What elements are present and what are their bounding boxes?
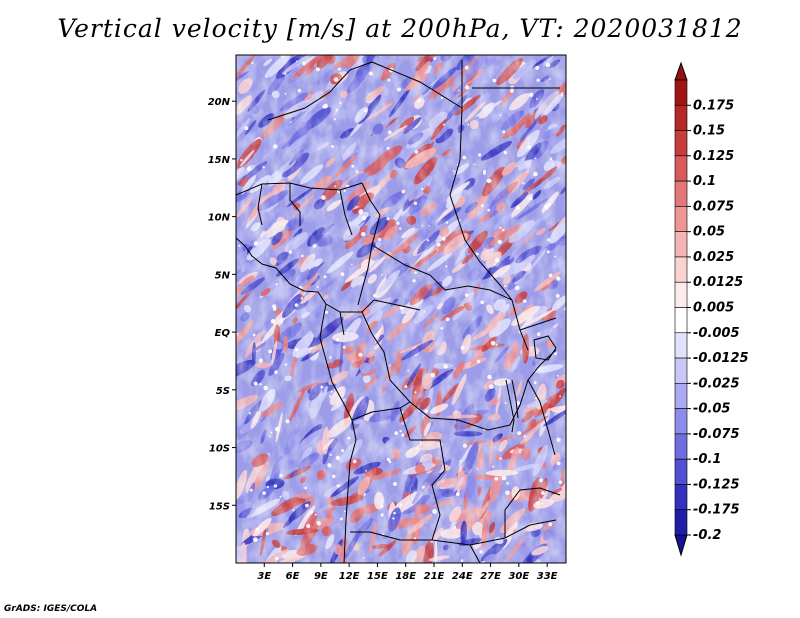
coastline-west	[236, 237, 357, 563]
lon-tick-label: 6E	[286, 571, 300, 582]
colorbar-label: 0.15	[693, 124, 725, 139]
longitude-axis: 3E 6E 9E 12E 15E 18E 21E 24E 27E 30E 33E	[257, 563, 558, 582]
noise-texture	[236, 55, 566, 563]
lat-tick-label: 15S	[209, 501, 230, 512]
colorbar-swatch	[674, 231, 688, 258]
lat-tick-label: 10N	[208, 213, 231, 224]
colorbar-swatch	[674, 307, 688, 334]
lon-tick-label: 24E	[452, 571, 473, 582]
lon-tick-label: 18E	[395, 571, 416, 582]
colorbar-swatch	[674, 433, 688, 460]
lake-victoria	[533, 335, 557, 361]
colorbar-label: 0.025	[693, 250, 734, 265]
colorbar-swatch	[674, 256, 688, 283]
colorbar-label: -0.075	[693, 427, 740, 442]
colorbar-swatch	[674, 383, 688, 409]
colorbar-label: 0.075	[693, 199, 734, 214]
colorbar-label: -0.05	[693, 402, 730, 417]
colorbar-swatch	[674, 458, 688, 485]
map-frame	[235, 54, 567, 564]
colorbar-swatch	[674, 104, 688, 131]
colorbar-label: -0.175	[693, 503, 740, 518]
lat-tick-label: 10S	[209, 444, 230, 455]
colorbar-swatch	[674, 357, 688, 384]
colorbar-label: 0.05	[693, 225, 725, 240]
chart-title: Vertical velocity [m/s] at 200hPa, VT: 2…	[57, 14, 743, 43]
lon-tick-label: 15E	[367, 571, 388, 582]
colorbar-label: -0.125	[693, 477, 740, 492]
colorbar-swatch	[674, 484, 688, 511]
lat-tick-label: 5S	[216, 386, 230, 397]
grads-credit: GrADS: IGES/COLA	[4, 604, 98, 614]
lon-tick-label: 21E	[424, 571, 445, 582]
colorbar-label: 0.0125	[693, 275, 743, 290]
colorbar-swatch	[674, 332, 688, 359]
colorbar-swatch	[674, 206, 688, 232]
border-lines-central	[325, 299, 557, 456]
colorbar-label: -0.1	[693, 452, 721, 467]
lat-tick-label: 5N	[215, 270, 231, 281]
colorbar-label: -0.0125	[693, 351, 749, 366]
country-borders	[236, 60, 561, 563]
lat-tick-label: EQ	[215, 328, 231, 339]
colorbar-swatch	[674, 180, 688, 207]
lat-tick-label: 15N	[208, 155, 231, 166]
colorbar-label: 0.175	[693, 98, 734, 113]
latitude-axis: 20N 15N 10N 5N EQ 5S 10S 15S	[208, 97, 236, 512]
colorbar-swatch	[674, 130, 688, 157]
colorbar-swatch	[674, 155, 688, 182]
border-lines-south	[350, 401, 561, 563]
colorbar-label: -0.005	[693, 326, 740, 341]
colorbar-label: -0.025	[693, 376, 740, 391]
colorbar-swatch	[674, 79, 688, 106]
lon-tick-label: 27E	[480, 571, 501, 582]
colorbar-swatch	[674, 408, 688, 435]
colorbar-label: 0.005	[693, 301, 734, 316]
lat-tick-label: 20N	[208, 97, 231, 108]
colorbar-swatch	[674, 281, 688, 308]
border-lines-north	[236, 60, 560, 306]
lon-tick-label: 3E	[257, 571, 271, 582]
colorbar-label: 0.125	[693, 149, 734, 164]
colorbar-label: 0.1	[693, 174, 716, 189]
colorbar: 0.175 0.15 0.125 0.1 0.075 0.05 0.025 0.0125 0.0…	[674, 61, 749, 557]
colorbar-bottom-cap	[674, 534, 688, 557]
colorbar-top-cap	[674, 61, 688, 81]
colorbar-swatch	[674, 509, 688, 536]
lon-tick-label: 30E	[508, 571, 529, 582]
lake-tanganyika	[505, 379, 519, 433]
lon-tick-label: 9E	[314, 571, 328, 582]
colorbar-label: -0.2	[693, 528, 721, 543]
lon-tick-label: 12E	[339, 571, 360, 582]
map-panel	[235, 54, 567, 564]
lon-tick-label: 33E	[537, 571, 558, 582]
